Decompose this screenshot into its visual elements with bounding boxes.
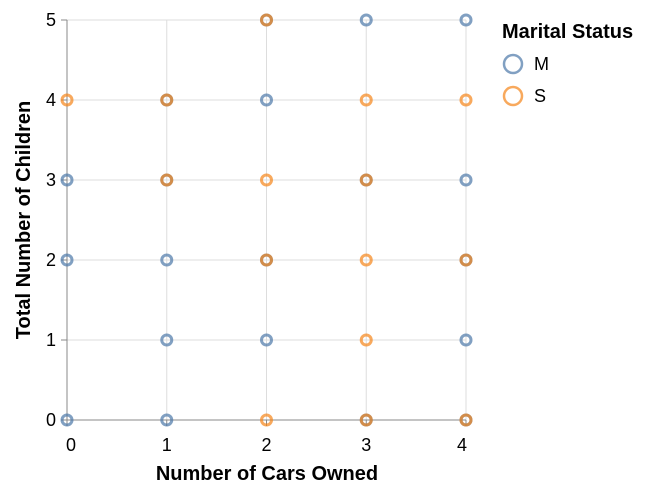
y-axis-title: Total Number of Children — [13, 101, 35, 340]
x-tick-label: 4 — [457, 435, 467, 455]
data-point-m — [260, 333, 273, 347]
data-point-m — [160, 413, 174, 427]
data-point-s — [160, 173, 174, 187]
axes — [61, 19, 467, 426]
legend-label-s: S — [534, 86, 546, 106]
data-point-m — [60, 173, 74, 187]
legend-title: Marital Status — [502, 21, 633, 43]
grid-lines — [66, 19, 467, 421]
y-tick-label: 0 — [46, 410, 56, 430]
data-points — [60, 13, 473, 427]
data-point-s — [359, 413, 373, 427]
data-point-s — [359, 253, 373, 267]
data-point-s — [260, 173, 273, 187]
data-point-s — [160, 93, 174, 107]
y-tick-label: 5 — [46, 10, 56, 30]
data-point-s — [359, 93, 373, 107]
y-tick-label: 4 — [46, 90, 56, 110]
data-point-m — [459, 173, 473, 187]
data-point-m — [160, 333, 174, 347]
x-tick-label: 0 — [66, 435, 76, 455]
legend-label-m: M — [534, 54, 549, 74]
tick-labels: 0 1 2 3 4 0 1 2 3 4 5 — [46, 10, 467, 455]
data-point-s — [459, 413, 473, 427]
x-axis-title: Number of Cars Owned — [156, 463, 378, 485]
data-point-m — [459, 13, 473, 27]
data-point-s — [459, 253, 473, 267]
data-point-s — [459, 93, 473, 107]
data-point-s — [260, 13, 273, 27]
y-tick-label: 3 — [46, 170, 56, 190]
data-point-s — [359, 333, 373, 347]
y-tick-label: 2 — [46, 250, 56, 270]
data-point-m — [359, 13, 373, 27]
legend: Marital Status MS — [502, 21, 633, 107]
legend-symbol-m — [502, 53, 524, 75]
data-point-s — [260, 253, 273, 267]
y-tick-label: 1 — [46, 330, 56, 350]
data-point-s — [60, 93, 74, 107]
data-point-s — [359, 173, 373, 187]
data-point-m — [60, 413, 74, 427]
x-tick-label: 1 — [162, 435, 172, 455]
x-tick-label: 2 — [261, 435, 271, 455]
x-tick-label: 3 — [361, 435, 371, 455]
legend-symbol-s — [502, 85, 524, 107]
data-point-m — [459, 333, 473, 347]
data-point-s — [260, 413, 273, 427]
data-point-m — [60, 253, 74, 267]
data-point-m — [260, 93, 273, 107]
data-point-m — [160, 253, 174, 267]
